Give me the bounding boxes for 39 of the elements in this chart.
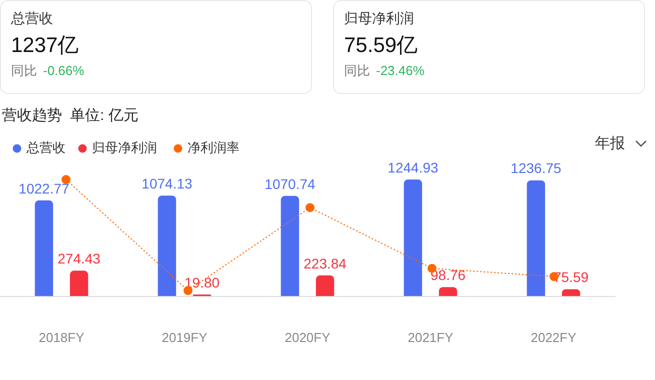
data-label: 1236.75 xyxy=(510,160,562,176)
text: -23.46% xyxy=(376,63,424,78)
bar xyxy=(438,287,458,296)
text: 总营收 xyxy=(11,10,54,28)
legend-label: 总营收 xyxy=(26,140,66,156)
x-tick-label: 2021FY xyxy=(408,330,454,345)
legend-label: 归母净利润 xyxy=(92,140,157,156)
data-label: 1244.93 xyxy=(388,159,438,176)
data-label: 1074.13 xyxy=(142,175,192,192)
bar xyxy=(158,196,176,296)
text: 1237亿 xyxy=(11,33,80,59)
data-label: 98.76 xyxy=(430,266,466,283)
bar xyxy=(316,275,334,296)
data-label: 223.84 xyxy=(304,255,347,272)
bar xyxy=(562,289,580,296)
x-tick-label: 2019FY xyxy=(162,330,208,345)
text: 年报 xyxy=(595,134,625,153)
text: 75.59亿 xyxy=(344,33,419,59)
bar xyxy=(404,180,422,296)
chart-title: 营收趋势 xyxy=(2,107,62,124)
text: -0.66% xyxy=(43,63,84,78)
data-label: 1070.74 xyxy=(264,176,316,192)
point xyxy=(62,175,70,184)
bar xyxy=(34,200,54,296)
x-tick-label: 2020FY xyxy=(284,330,331,345)
x-tick-label: 2022FY xyxy=(530,330,577,345)
bar xyxy=(70,270,88,296)
data-label: 274.43 xyxy=(58,250,101,266)
bar xyxy=(280,196,300,296)
text: 归母净利润 xyxy=(344,10,415,28)
bar xyxy=(526,180,546,296)
data-label: 1022.77 xyxy=(18,180,70,196)
point xyxy=(306,203,314,212)
text: 同比 xyxy=(344,63,370,78)
legend-label: 净利润率 xyxy=(188,140,240,156)
x-tick-label: 2018FY xyxy=(38,330,85,345)
data-label: 19.80 xyxy=(184,274,220,290)
chart-subtitle: 单位: 亿元 xyxy=(70,107,138,124)
text: 同比 xyxy=(11,63,37,78)
